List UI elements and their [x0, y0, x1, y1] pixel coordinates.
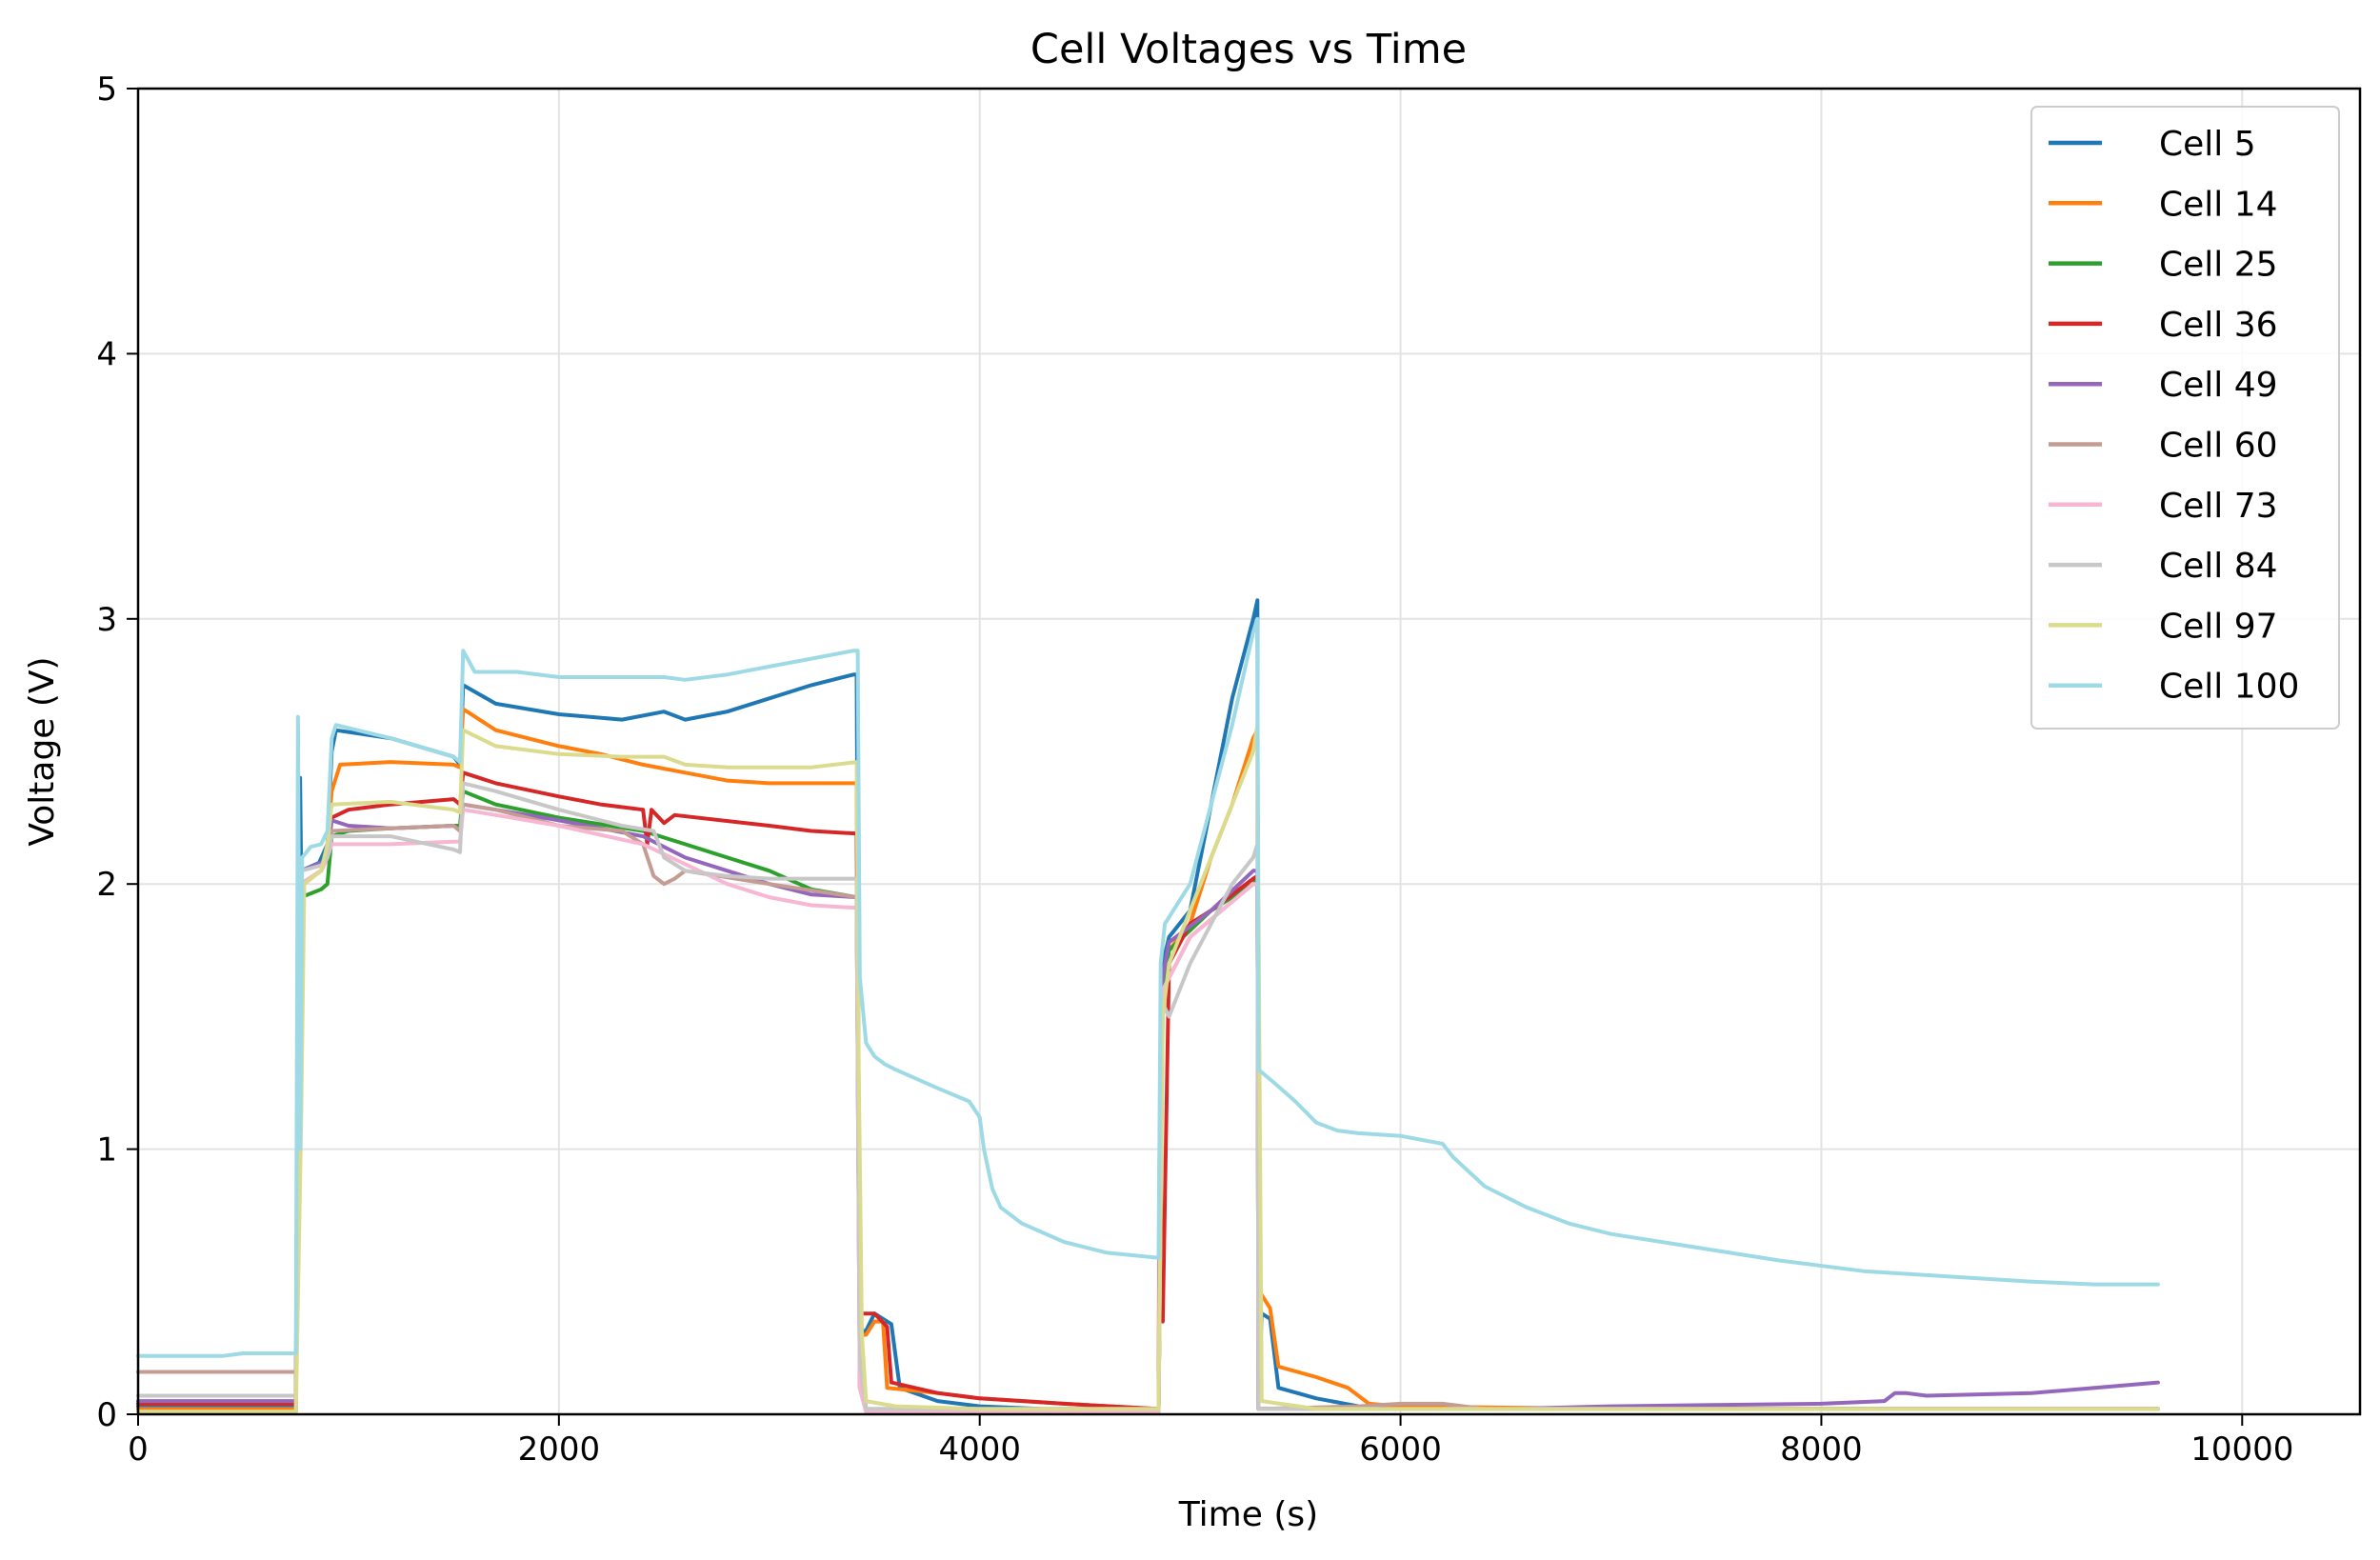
- y-axis-label: Voltage (V): [23, 656, 62, 846]
- legend-label: Cell 97: [2159, 607, 2278, 646]
- series-line-cell-100: [136, 616, 2160, 1358]
- legend-label: Cell 25: [2159, 246, 2278, 285]
- legend-label: Cell 73: [2159, 487, 2278, 526]
- y-axis: 0 1 2 3 4 5: [96, 70, 138, 1434]
- y-tick-label: 5: [96, 70, 117, 109]
- legend-label: Cell 36: [2159, 306, 2278, 345]
- y-tick-label: 3: [96, 601, 117, 639]
- legend-box: [2030, 106, 2340, 730]
- y-tick-label: 4: [96, 335, 117, 373]
- series-line-cell-25: [136, 789, 2160, 1414]
- x-tick-label: 4000: [938, 1430, 1021, 1469]
- x-tick-label: 0: [128, 1430, 149, 1469]
- legend-label: Cell 49: [2159, 366, 2278, 405]
- series-line-cell-84: [136, 781, 2160, 1411]
- y-tick-label: 0: [96, 1396, 117, 1434]
- legend-label: Cell 5: [2159, 125, 2256, 164]
- y-tick-label: 2: [96, 866, 117, 904]
- x-axis: 0 2000 4000 6000 8000 10000: [128, 1414, 2293, 1469]
- legend-label: Cell 100: [2159, 668, 2299, 707]
- x-tick-label: 10000: [2190, 1430, 2293, 1469]
- x-axis-label: Time (s): [1178, 1495, 1318, 1534]
- x-tick-label: 6000: [1359, 1430, 1442, 1469]
- series-line-cell-97: [136, 723, 2160, 1414]
- legend-label: Cell 84: [2159, 547, 2278, 586]
- legend: Cell 5 Cell 14 Cell 25 Cell 36 Cell 49 Cell 6…: [2030, 106, 2340, 730]
- y-tick-label: 1: [96, 1131, 117, 1170]
- x-tick-label: 2000: [518, 1430, 601, 1469]
- legend-label: Cell 14: [2159, 185, 2278, 224]
- chart-title: Cell Voltages vs Time: [1030, 26, 1467, 73]
- legend-label: Cell 60: [2159, 427, 2278, 466]
- plot-frame: [136, 87, 2362, 1416]
- series-layer: [136, 598, 2160, 1414]
- x-tick-label: 8000: [1780, 1430, 1863, 1469]
